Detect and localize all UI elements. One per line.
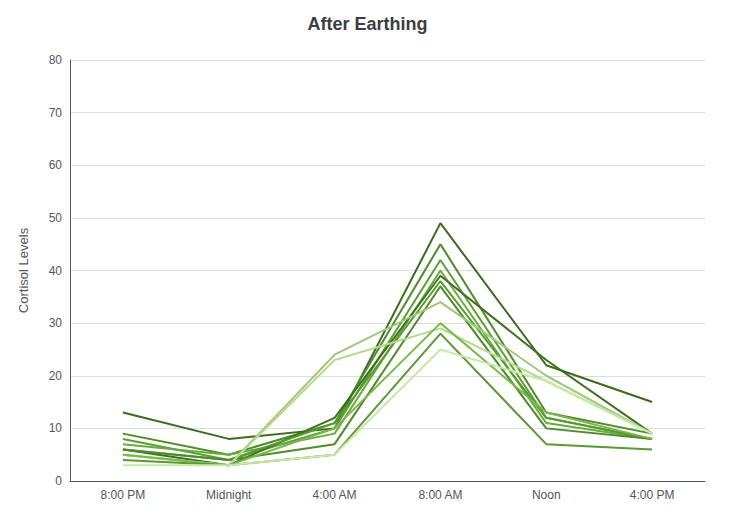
svg-text:70: 70 (49, 106, 63, 120)
svg-text:20: 20 (49, 369, 63, 383)
svg-text:50: 50 (49, 211, 63, 225)
svg-text:Midnight: Midnight (206, 488, 252, 502)
svg-text:40: 40 (49, 264, 63, 278)
svg-text:0: 0 (55, 474, 62, 488)
svg-text:8:00 AM: 8:00 AM (418, 488, 462, 502)
svg-text:Noon: Noon (532, 488, 561, 502)
svg-text:After Earthing: After Earthing (307, 14, 427, 34)
svg-text:60: 60 (49, 158, 63, 172)
svg-text:8:00 PM: 8:00 PM (101, 488, 146, 502)
svg-text:4:00 PM: 4:00 PM (630, 488, 675, 502)
svg-text:80: 80 (49, 53, 63, 67)
svg-text:Cortisol Levels: Cortisol Levels (16, 227, 31, 313)
svg-text:30: 30 (49, 316, 63, 330)
svg-text:10: 10 (49, 421, 63, 435)
svg-text:4:00 AM: 4:00 AM (313, 488, 357, 502)
